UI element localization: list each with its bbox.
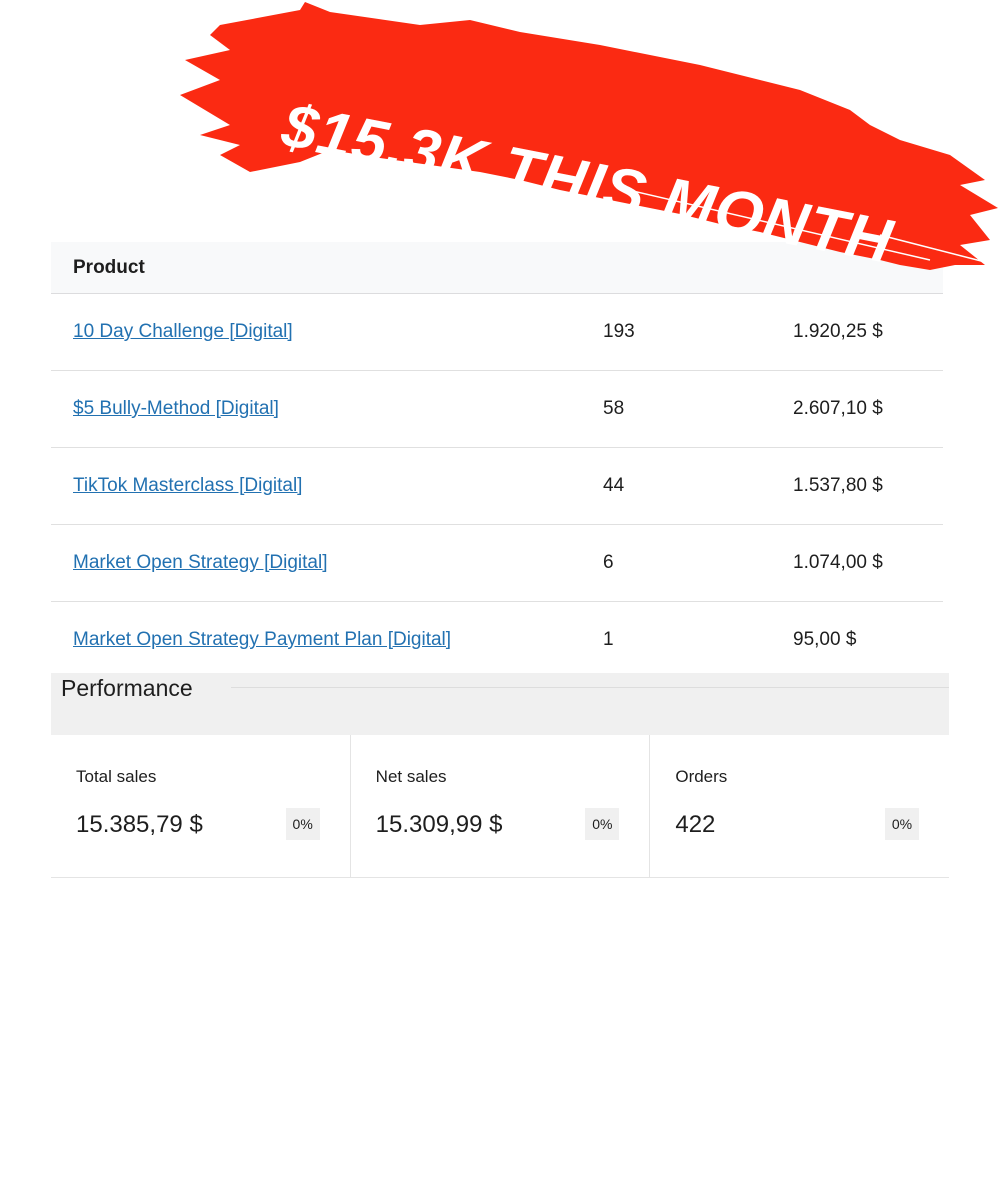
items-sold: 193 [603,321,635,342]
net-sales: 1.074,00 $ [793,552,883,573]
product-link[interactable]: TikTok Masterclass [Digital] [73,475,303,496]
performance-card[interactable]: Total sales 15.385,79 $ 0% [51,735,351,877]
card-label: Total sales [76,767,157,786]
brush-streak [619,187,931,261]
performance-card[interactable]: Orders 422 0% [650,735,949,877]
product-link[interactable]: $5 Bully-Method [Digital] [73,398,279,419]
brush-stroke [180,2,998,270]
product-link[interactable]: 10 Day Challenge [Digital] [73,321,293,342]
table-row: 10 Day Challenge [Digital] 193 1.920,25 … [51,294,943,371]
performance-card[interactable]: Net sales 15.309,99 $ 0% [351,735,651,877]
table-row: $5 Bully-Method [Digital] 58 2.607,10 $ [51,371,943,448]
items-sold: 44 [603,475,625,496]
brush-streak [879,234,986,263]
items-sold: 58 [603,398,625,419]
card-label: Orders [675,767,728,786]
net-sales: 95,00 $ [793,629,857,650]
change-badge: 0% [285,808,320,840]
header-product[interactable]: Product [73,256,145,278]
net-sales: 1.537,80 $ [793,475,883,496]
product-link[interactable]: Market Open Strategy Payment Plan [Digit… [73,629,452,650]
table-row: TikTok Masterclass [Digital] 44 1.537,80… [51,448,943,525]
performance-section: Performance [51,673,949,735]
divider [231,687,949,688]
table-header: Product [51,242,943,294]
items-sold: 1 [603,629,614,650]
performance-cards: Total sales 15.385,79 $ 0% Net sales 15.3… [51,735,949,878]
items-sold: 6 [603,552,614,573]
table-row: Market Open Strategy Payment Plan [Digit… [51,602,943,679]
card-label: Net sales [375,767,447,786]
promo-banner: $15,3K THIS MONTH [0,0,1000,320]
card-value: 422 [675,811,716,838]
net-sales: 2.607,10 $ [793,398,883,419]
card-value: 15.385,79 $ [76,811,203,838]
table-row: Market Open Strategy [Digital] 6 1.074,0… [51,525,943,602]
performance-title: Performance [61,675,193,701]
product-link[interactable]: Market Open Strategy [Digital] [73,552,328,573]
change-badge: 0% [885,808,920,840]
card-value: 15.309,99 $ [375,811,503,838]
products-table: Product 10 Day Challenge [Digital] 193 1… [51,242,943,679]
change-badge: 0% [585,808,620,840]
net-sales: 1.920,25 $ [793,321,883,342]
